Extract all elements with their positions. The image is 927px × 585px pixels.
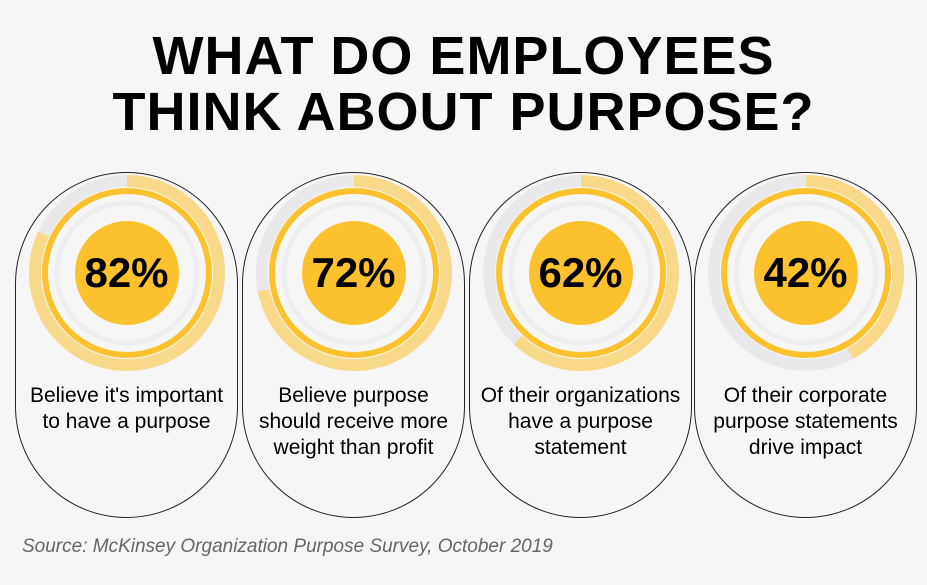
inner-ring [496,188,666,358]
inner-track [733,200,879,346]
stat-card: 82% Believe it's important to have a purp… [15,172,238,518]
stat-card: 72% Believe purpose should receive more w… [242,172,465,518]
inner-ring [721,188,891,358]
page-title: WHAT DO EMPLOYEES THINK ABOUT PURPOSE? [0,28,927,140]
stat-card: 62% Of their organizations have a purpose… [469,172,692,518]
center-disc [75,221,179,325]
stat-label: Of their corporate purpose statements dr… [713,384,898,459]
stat-label: Believe it's important to have a purpose [29,384,224,433]
donut-ring [29,175,225,371]
percent-value: 82% [84,249,169,296]
inner-track [508,200,654,346]
value-arc [513,175,679,371]
inner-track [281,200,427,346]
donut-ring [483,175,679,371]
donut-ring [708,175,904,371]
percent-value: 62% [538,249,623,296]
title-line-1: WHAT DO EMPLOYEES [152,26,775,86]
stat-card: 42% Of their corporate purpose statements… [694,172,917,518]
source-note: Source: McKinsey Organization Purpose Su… [22,536,553,557]
inner-ring [269,188,439,358]
inner-ring [42,188,212,358]
donut-ring [256,175,452,371]
center-disc [302,221,406,325]
stat-label: Of their organizations have a purpose st… [480,384,681,459]
stat-label: Believe purpose should receive more weig… [258,384,449,459]
percent-value: 42% [763,249,848,296]
center-disc [754,221,858,325]
percent-value: 72% [311,249,396,296]
title-line-2: THINK ABOUT PURPOSE? [112,82,815,142]
value-arc [29,175,225,371]
inner-track [54,200,200,346]
value-arc [805,175,904,359]
center-disc [529,221,633,325]
value-arc [257,175,452,371]
